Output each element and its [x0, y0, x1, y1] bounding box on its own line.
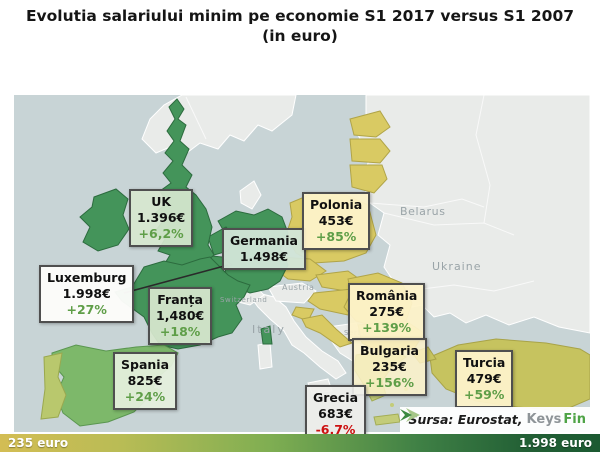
- map-canvas: [14, 95, 590, 432]
- country-name: România: [356, 288, 418, 303]
- country-name: Grecia: [313, 390, 359, 405]
- country-name: Spania: [121, 357, 170, 372]
- country-name: Franța: [157, 292, 203, 307]
- map-label-switzerland: Switzerland: [220, 296, 268, 304]
- country-value: 1.998€: [62, 286, 111, 301]
- country-value: 683€: [318, 406, 353, 421]
- country-value: 275€: [369, 304, 405, 319]
- country-change: -6,7%: [315, 422, 356, 437]
- country-lithuania: [349, 164, 388, 194]
- country-latvia: [349, 138, 391, 164]
- country-estonia: [349, 110, 391, 138]
- country-card-turcia: Turcia 479€ +59%: [455, 350, 514, 408]
- legend-min-label: 235 euro: [8, 436, 69, 450]
- logo-fin-text: Fin: [563, 412, 586, 427]
- island-sardinia: [257, 342, 273, 370]
- country-card-luxemburg: Luxemburg 1.998€ +27%: [39, 265, 135, 323]
- country-change: +24%: [124, 389, 166, 404]
- country-card-franta: Franța 1,480€ +18%: [148, 287, 213, 345]
- aegean-island: [390, 403, 394, 407]
- border-norway-sweden: [185, 96, 207, 140]
- page-title: Evolutia salariului minim pe economie S1…: [0, 6, 600, 46]
- map-label-italy: Italy: [252, 323, 286, 336]
- europe-map: Belarus Ukraine Italy Austria Switzerlan…: [14, 95, 590, 443]
- legend-gradient-bar: 235 euro 1.998 euro: [0, 434, 600, 452]
- country-denmark: [239, 180, 262, 210]
- map-label-austria: Austria: [282, 283, 315, 292]
- country-card-polonia: Polonia 453€ +85%: [302, 192, 371, 250]
- title-line2: (in euro): [262, 27, 338, 45]
- source-strip: Sursa: Eurostat, Keys Fin: [400, 407, 590, 432]
- admin-borders: [369, 95, 535, 292]
- map-label-ukraine: Ukraine: [432, 260, 482, 273]
- country-ireland: [79, 188, 130, 252]
- country-name: Bulgaria: [360, 343, 419, 358]
- country-change: +6,2%: [138, 226, 184, 241]
- country-value: 479€: [466, 371, 502, 386]
- country-card-spania: Spania 825€ +24%: [113, 352, 178, 410]
- source-text: Sursa: Eurostat,: [408, 412, 523, 427]
- country-name: Germania: [230, 233, 298, 248]
- country-portugal: [40, 352, 67, 420]
- legend-max-label: 1.998 euro: [519, 436, 592, 450]
- keysfin-logo: Keys Fin: [400, 408, 586, 427]
- country-croatia: [301, 314, 353, 348]
- island-corsica: [260, 325, 273, 345]
- country-change: +27%: [66, 302, 107, 317]
- country-change: +59%: [463, 387, 505, 402]
- country-change: +85%: [315, 229, 357, 244]
- country-name: Polonia: [310, 197, 363, 212]
- title-line1: Evolutia salariului minim pe economie S1…: [25, 7, 575, 25]
- country-card-uk: UK 1.396€ +6,2%: [129, 189, 194, 247]
- country-card-germania: Germania 1.498€: [222, 228, 306, 270]
- country-austria: [267, 282, 317, 304]
- country-name: Luxemburg: [47, 270, 127, 285]
- country-change: +139%: [362, 320, 412, 335]
- country-card-grecia: Grecia 683€ -6,7%: [305, 385, 367, 443]
- country-value: 235€: [372, 359, 407, 374]
- country-value: 1.498€: [239, 249, 289, 264]
- country-value: 1,480€: [156, 308, 205, 323]
- country-change: +156%: [364, 375, 415, 390]
- luxemburg-leader-line: [123, 264, 229, 294]
- keysfin-chevron-icon: [400, 408, 420, 422]
- map-label-belarus: Belarus: [400, 205, 446, 218]
- country-change: +18%: [159, 324, 201, 339]
- logo-keys-text: Keys: [526, 412, 562, 427]
- country-value: 1.396€: [137, 210, 186, 225]
- country-value: 453€: [318, 213, 354, 228]
- country-name: Turcia: [463, 355, 506, 370]
- country-card-romania: România 275€ +139%: [348, 283, 426, 341]
- country-name: UK: [151, 194, 172, 209]
- country-italy: [251, 292, 347, 380]
- country-value: 825€: [127, 373, 163, 388]
